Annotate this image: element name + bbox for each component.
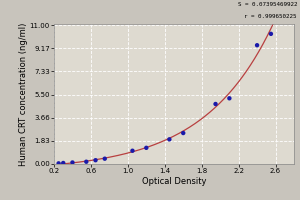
Point	[255, 44, 260, 47]
Text: S = 0.07395469922: S = 0.07395469922	[238, 2, 297, 7]
Point	[227, 97, 232, 100]
Y-axis label: Human CRT concentration (ng/ml): Human CRT concentration (ng/ml)	[19, 22, 28, 166]
Point	[130, 149, 135, 152]
Text: r = 0.999650225: r = 0.999650225	[244, 14, 297, 19]
Point	[56, 162, 61, 165]
Point	[268, 32, 273, 35]
Point	[70, 161, 75, 164]
Point	[61, 161, 66, 165]
Point	[213, 102, 218, 106]
Point	[84, 160, 89, 163]
X-axis label: Optical Density: Optical Density	[142, 177, 206, 186]
Point	[144, 146, 149, 149]
Point	[167, 138, 172, 141]
Point	[102, 157, 107, 160]
Point	[181, 131, 186, 135]
Point	[93, 159, 98, 162]
